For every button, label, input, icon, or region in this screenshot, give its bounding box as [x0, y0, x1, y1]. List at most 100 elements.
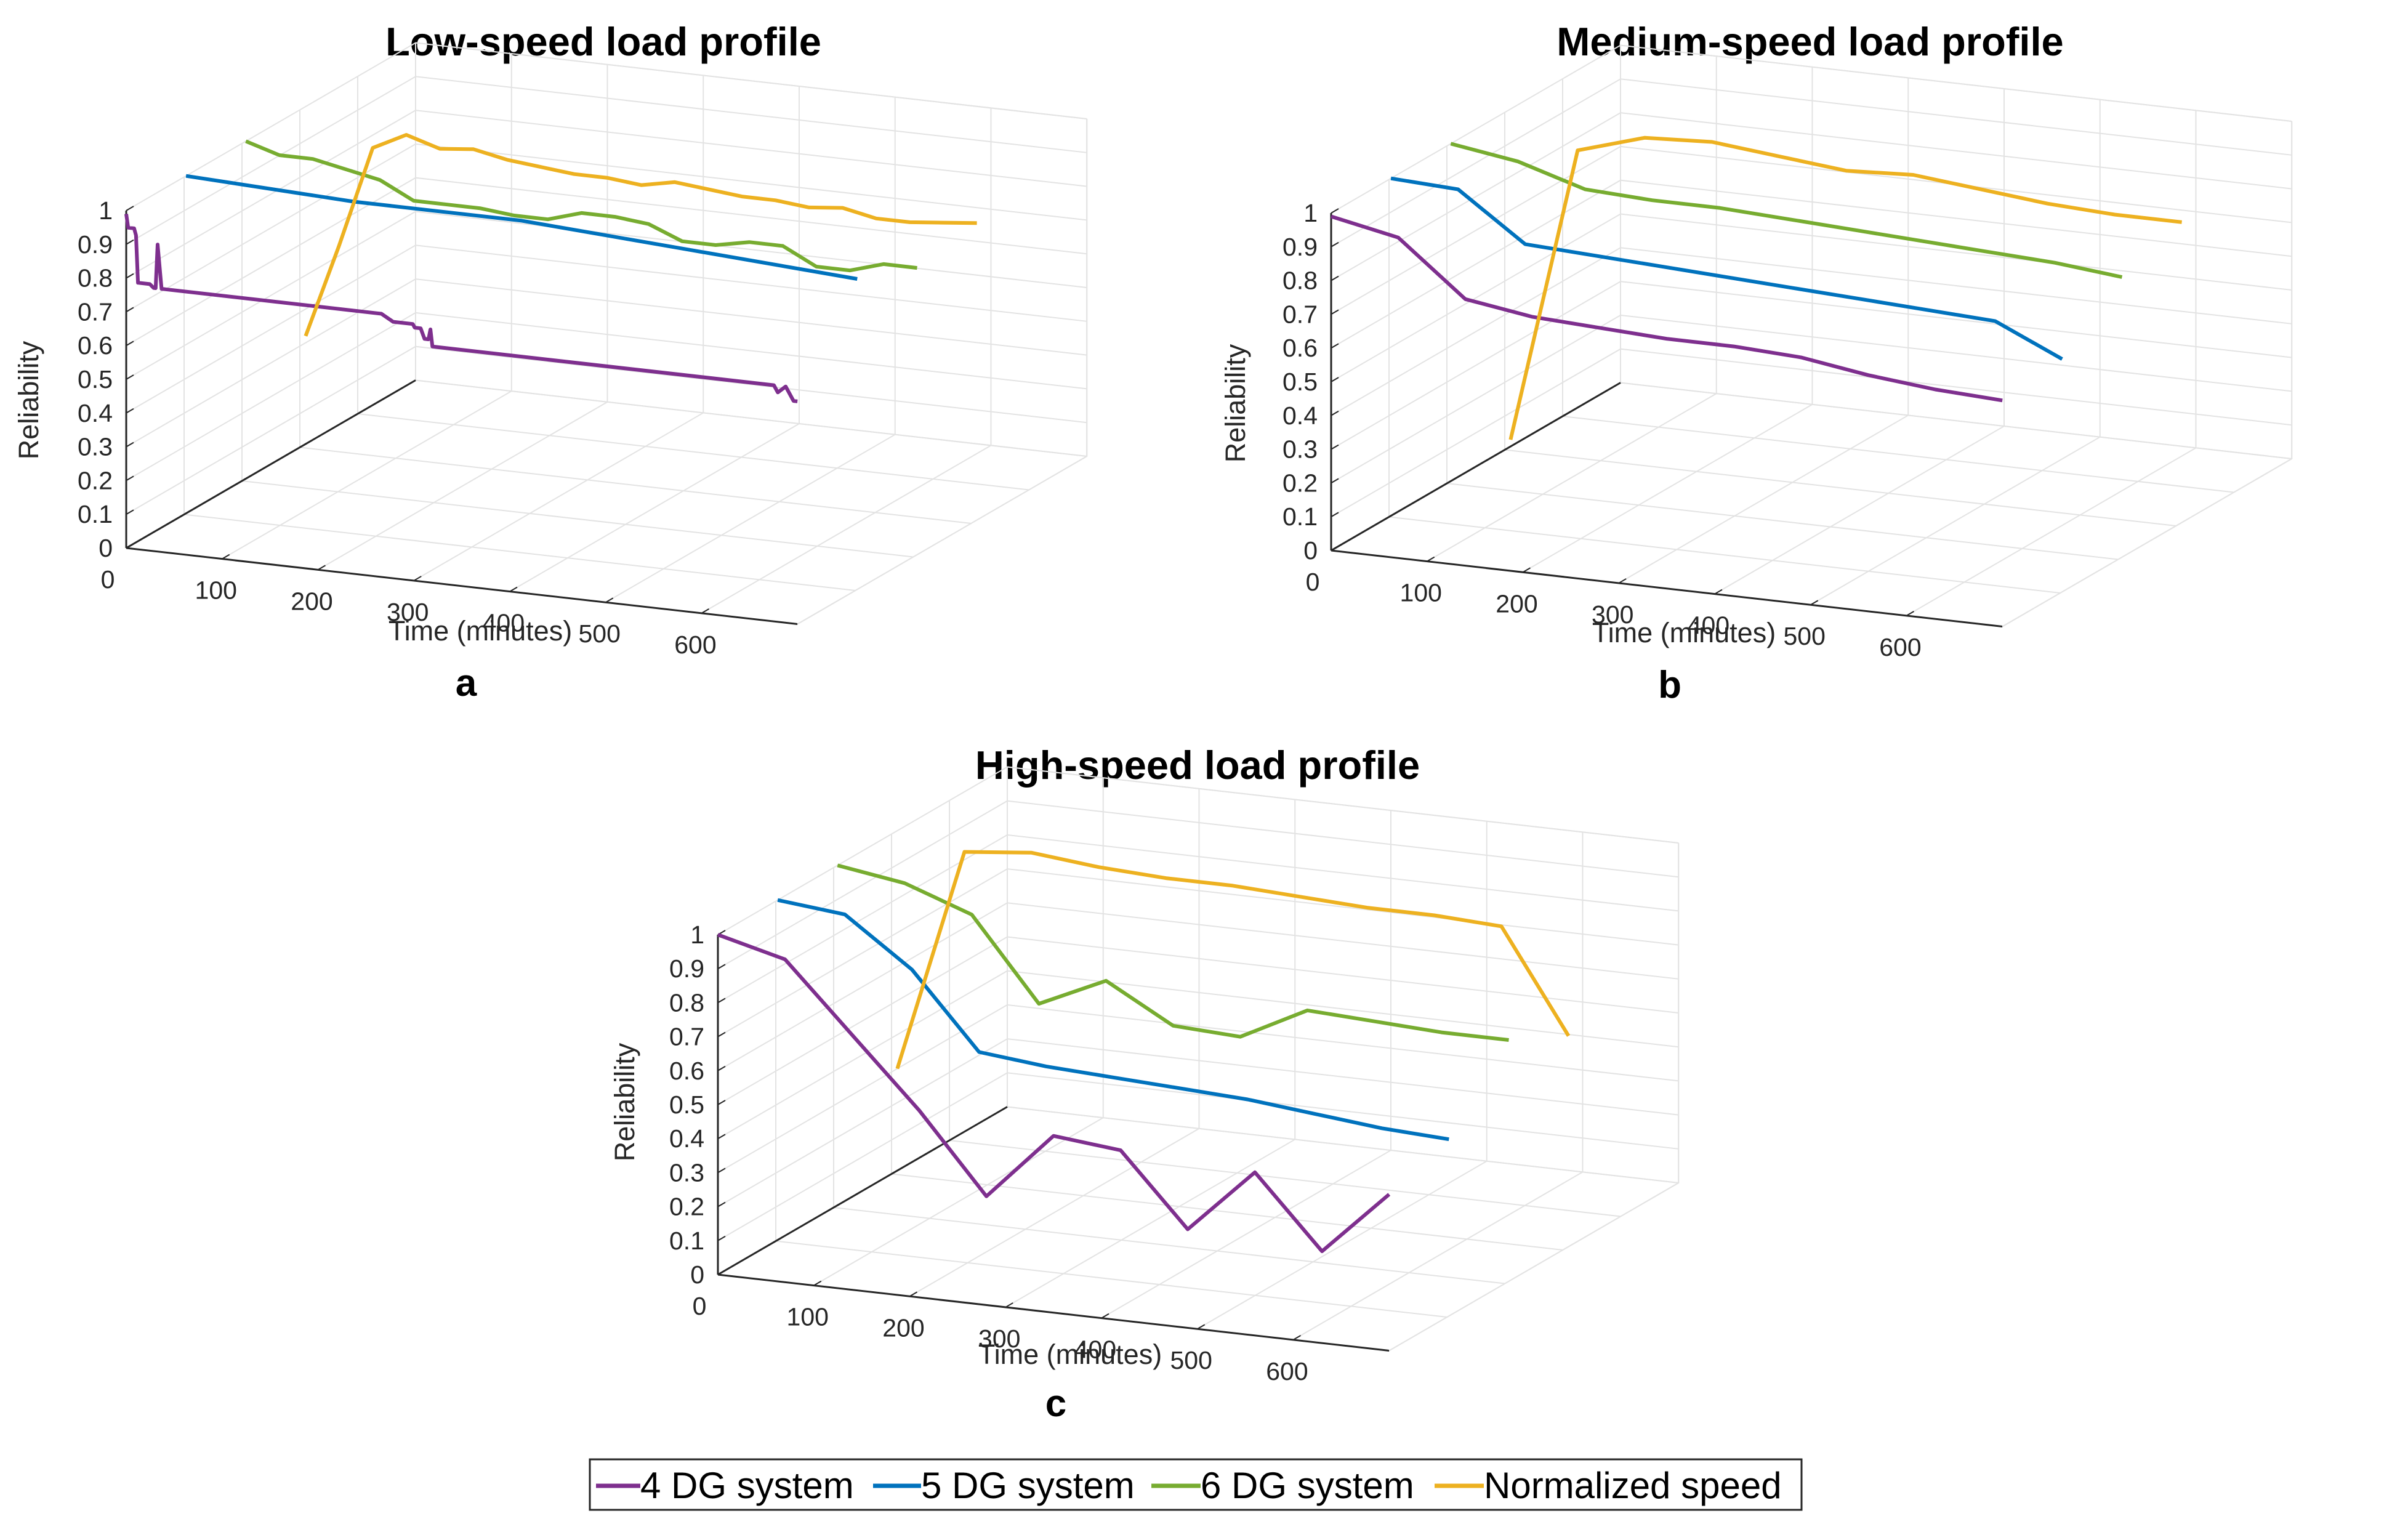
grid-line-z50: [775, 901, 1448, 1318]
panel-a-x-ticks: 0 100 200 300 400 500 600: [101, 543, 717, 659]
panel-b-lines: [1331, 135, 2182, 440]
grid-line-z150: [1504, 112, 2176, 527]
grid-line-z200: [357, 76, 1029, 491]
series-line-speed: [1508, 135, 2182, 440]
box-edge-1: [126, 547, 798, 626]
x-tick-mark: [717, 1270, 726, 1275]
grid-line-r2: [126, 312, 1087, 482]
box-edge-1: [717, 1273, 1390, 1352]
x-tick-label: 200: [1496, 589, 1537, 618]
y-tick-mark: [1331, 343, 1339, 349]
x-tick-mark: [1522, 567, 1531, 573]
x-tick-mark: [317, 565, 326, 571]
x-tick-mark: [1714, 589, 1723, 595]
y-tick-mark: [717, 1134, 726, 1140]
y-tick-mark: [1331, 410, 1339, 416]
y-tick-mark: [126, 374, 134, 380]
grid-line-r3: [126, 278, 1087, 448]
box-edge-4: [797, 456, 1087, 625]
x-tick-label: 400: [1688, 611, 1729, 640]
panel-b-label: b: [1658, 664, 1681, 706]
y-tick-label: 0.8: [78, 264, 113, 292]
x-tick-label: 200: [882, 1313, 924, 1342]
panel-c-x-ticks: 0 100 200 300 400 500 600: [693, 1270, 1308, 1385]
panel-c-y-ticks: 0 0.1 0.2 0.3 0.4 0.5 0.6 0.7 0.8 0.9 1: [669, 921, 726, 1289]
grid-line-z150: [299, 110, 972, 525]
y-tick-mark: [126, 475, 134, 482]
box-edge-3: [1620, 44, 2292, 123]
x-tick-mark: [813, 1280, 822, 1286]
box-edge-2: [126, 379, 416, 549]
y-tick-mark: [717, 964, 726, 970]
series-line-5dg: [1390, 176, 2063, 361]
grid-line-r10: [126, 42, 1087, 211]
x-tick-label: 200: [291, 587, 332, 615]
x-tick-label: 300: [387, 598, 429, 626]
box-edge-1: [1331, 549, 2003, 628]
legend-box: [589, 1458, 1803, 1511]
x-tick-mark: [605, 597, 614, 603]
legend: 4 DG system 5 DG system 6 DG system Norm…: [589, 1458, 1803, 1511]
grid-line-z0: [1331, 213, 2003, 627]
y-tick-mark: [717, 998, 726, 1004]
y-tick-label: 0.6: [1283, 334, 1318, 362]
x-tick-mark: [1331, 546, 1339, 551]
panel-c-label: c: [1045, 1382, 1066, 1425]
y-tick-mark: [717, 1235, 726, 1241]
x-tick-mark: [509, 586, 518, 592]
x-tick-label: 100: [195, 576, 237, 605]
box-edge-3: [415, 42, 1087, 120]
y-tick-label: 0.3: [1283, 435, 1318, 464]
x-tick-mark: [1906, 611, 1914, 616]
y-tick-label: 0.4: [1283, 401, 1318, 430]
x-tick-mark: [701, 608, 709, 614]
panel-a-xlabel: Time (minutes): [389, 615, 572, 647]
panel-a-title: Low-speed load profile: [385, 19, 821, 64]
grid-line-z200: [949, 800, 1621, 1217]
y-tick-mark: [717, 1031, 726, 1038]
y-tick-mark: [1331, 208, 1339, 214]
y-tick-mark: [126, 441, 134, 448]
y-tick-label: 1: [1303, 199, 1318, 227]
panel-a-grid: [126, 42, 1088, 625]
x-tick-mark: [1101, 1313, 1109, 1319]
box-edge-4: [2002, 458, 2292, 627]
panel-c-grid: [717, 766, 1680, 1352]
series-line-speed: [895, 850, 1571, 1070]
box-edge-3: [1007, 766, 1679, 844]
y-tick-label: 0.3: [669, 1158, 704, 1187]
box-edge-4: [1388, 1182, 1679, 1352]
y-tick-mark: [126, 341, 134, 347]
grid-line-r9: [126, 76, 1087, 245]
grid-line-z100: [833, 868, 1505, 1284]
grid-line-r7: [1331, 145, 2292, 315]
grid-line-r2: [1331, 314, 2292, 484]
box-edge-2: [717, 1106, 1008, 1276]
legend-label-4dg: 4 DG system: [640, 1465, 854, 1506]
y-tick-mark: [1331, 241, 1339, 248]
y-tick-mark: [1331, 444, 1339, 450]
series-line-4dg: [124, 214, 798, 403]
x-tick-label: 0: [1306, 568, 1320, 596]
grid-line-z100: [241, 143, 914, 558]
series-line-speed: [304, 133, 977, 337]
grid-line-t700: [1388, 843, 1680, 1352]
grid-line-r10: [717, 766, 1679, 935]
y-tick-mark: [126, 206, 134, 211]
legend-label-5dg: 5 DG system: [921, 1465, 1135, 1506]
y-tick-mark: [717, 1201, 726, 1208]
y-tick-label: 0.2: [1283, 469, 1318, 497]
grid-line-r1: [126, 345, 1087, 515]
series-line-6dg: [245, 139, 917, 273]
grid-line-r8: [126, 110, 1087, 279]
panel-b-x-ticks: 0 100 200 300 400 500 600: [1306, 546, 1922, 661]
y-tick-label: 0.2: [669, 1193, 704, 1221]
series-line-4dg: [1331, 214, 2003, 403]
grid-line-z50: [1388, 179, 2061, 594]
y-tick-label: 0.5: [669, 1091, 704, 1119]
y-tick-label: 0.9: [1283, 233, 1318, 261]
x-tick-label: 600: [1879, 633, 1921, 661]
x-tick-mark: [413, 576, 422, 581]
y-tick-label: 0: [690, 1260, 704, 1289]
y-tick-label: 0.9: [78, 230, 113, 259]
